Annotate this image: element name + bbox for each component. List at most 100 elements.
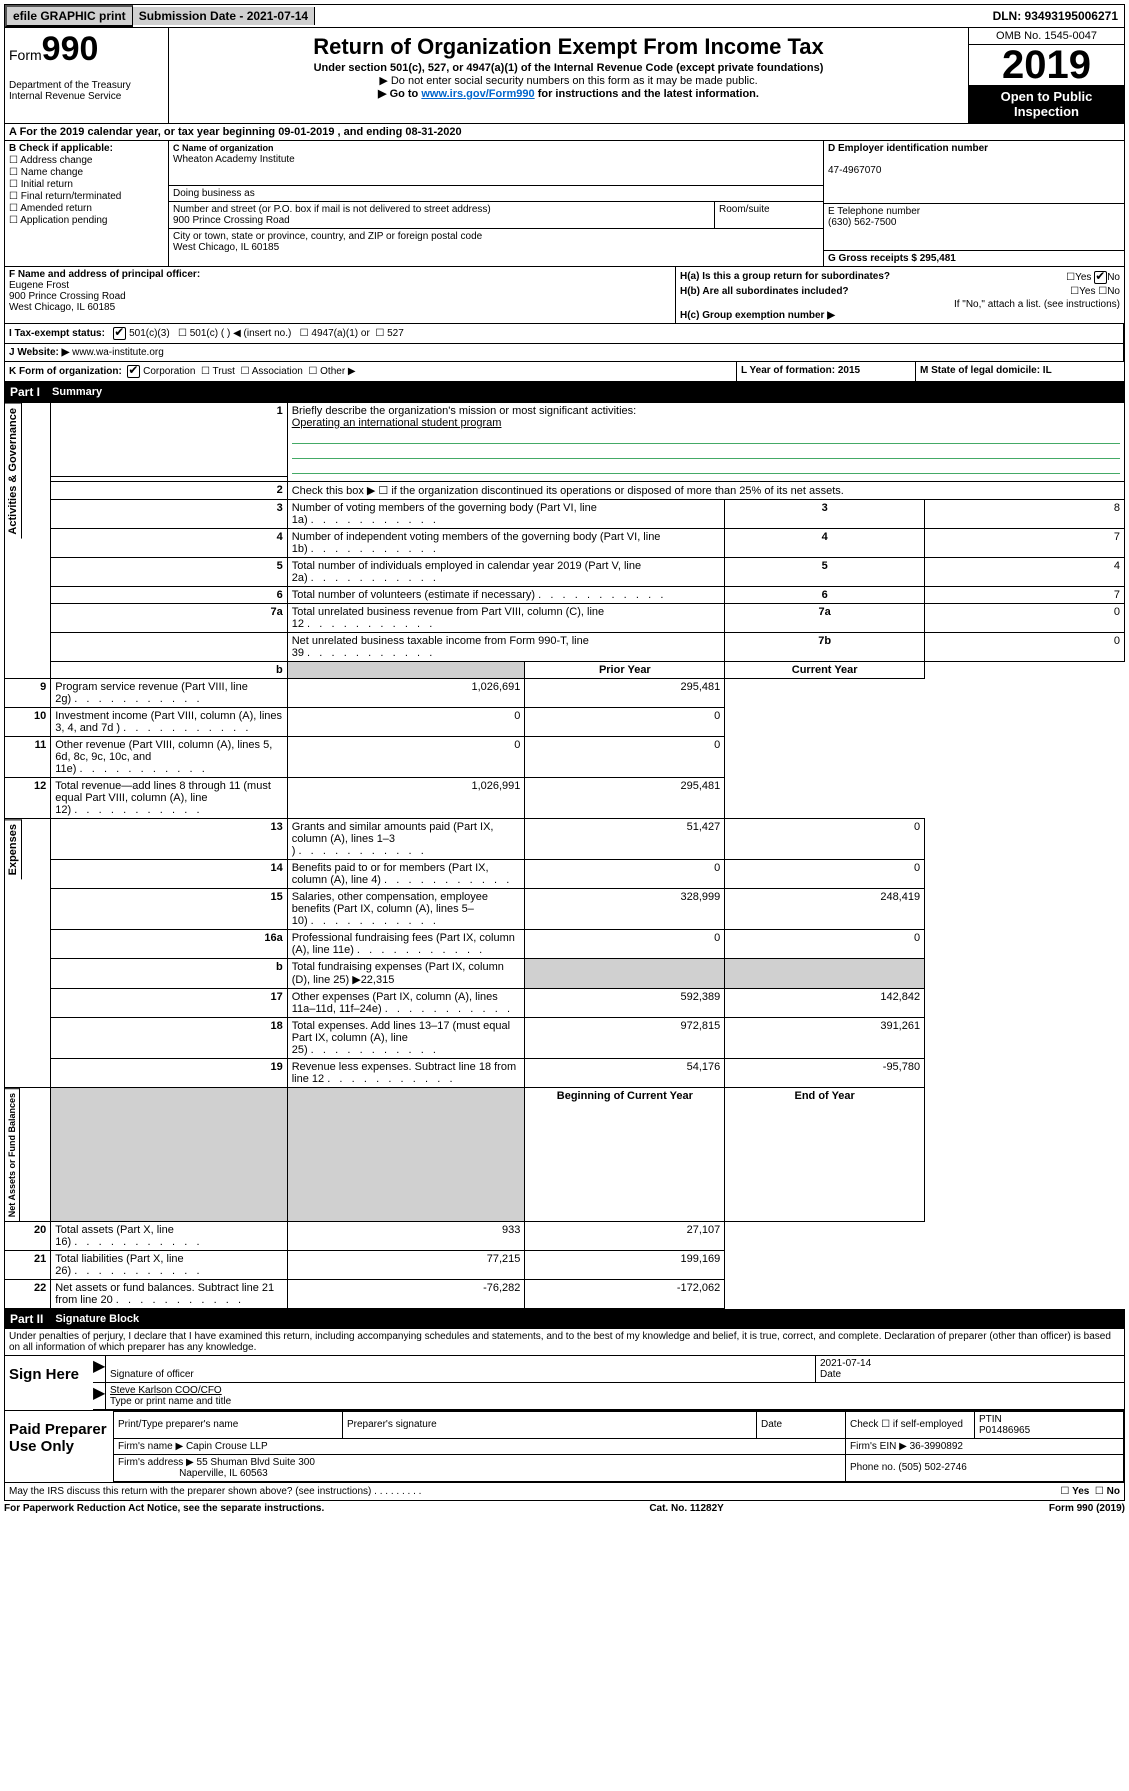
ein-value: 47-4967070 [828,165,881,176]
type-name-label: Type or print name and title [110,1396,231,1407]
q1-label: Briefly describe the organization's miss… [292,405,636,417]
ptin-value: P01486965 [979,1425,1030,1436]
section-j: J Website: ▶ www.wa-institute.org [4,344,1125,362]
officer-addr1: 900 Prince Crossing Road [9,291,126,302]
prep-name-label: Print/Type preparer's name [114,1411,343,1438]
top-bar: efile GRAPHIC print Submission Date - 20… [4,4,1125,28]
discuss-answer[interactable]: ☐ Yes ☐ No [1060,1486,1120,1497]
firm-name-label: Firm's name ▶ [118,1441,183,1452]
j-label: J Website: ▶ [9,347,69,358]
form-title: Return of Organization Exempt From Incom… [173,34,964,60]
part1-label: Part I [10,385,40,399]
opt-assoc: Association [252,366,303,377]
sig-officer-label: Signature of officer [110,1369,194,1380]
sig-date-val: 2021-07-14 [820,1358,871,1369]
section-i: I Tax-exempt status: 501(c)(3) ☐ 501(c) … [4,324,1125,344]
f-label: F Name and address of principal officer: [9,269,200,280]
opt-other: Other ▶ [320,366,355,377]
chk-address-change[interactable]: ☐ Address change [9,155,164,166]
form-subtitle: Under section 501(c), 527, or 4947(a)(1)… [173,62,964,74]
q2-check: Check this box ▶ ☐ if the organization d… [287,481,1124,499]
section-f-h: F Name and address of principal officer:… [4,267,1125,324]
firm-name: Capin Crouse LLP [186,1441,268,1452]
part2-label: Part II [10,1312,43,1326]
officer-typed-name: Steve Karlson COO/CFO [110,1385,222,1396]
hc-label: H(c) Group exemption number ▶ [680,310,1120,321]
irs-label: Internal Revenue Service [9,91,164,102]
col-begin: Beginning of Current Year [525,1087,725,1221]
chk-final-return[interactable]: ☐ Final return/terminated [9,191,164,202]
signature-section: Sign Here ▶ Signature of officer 2021-07… [4,1356,1125,1411]
ptin-label: PTIN [979,1414,1002,1425]
footer-right: Form 990 (2019) [1049,1503,1125,1514]
chk-501c3[interactable] [113,327,126,340]
city-label: City or town, state or province, country… [173,231,482,242]
chk-name-change[interactable]: ☐ Name change [9,167,164,178]
inspection-badge: Open to Public Inspection [969,85,1124,123]
ssn-note: ▶ Do not enter social security numbers o… [173,74,964,87]
footer-left: For Paperwork Reduction Act Notice, see … [4,1503,324,1514]
ha-answer[interactable]: ☐Yes No [1066,271,1120,284]
section-klm: K Form of organization: Corporation ☐ Tr… [4,362,1125,382]
self-emp-check[interactable]: Check ☐ if self-employed [846,1411,975,1438]
side-net: Net Assets or Fund Balances [5,1088,20,1221]
l-year: L Year of formation: 2015 [741,365,860,376]
part1-title: Summary [52,386,102,398]
dba-label: Doing business as [173,188,255,199]
phone-value: (505) 502-2746 [898,1462,966,1473]
website-url: www.wa-institute.org [69,347,163,358]
side-activities: Activities & Governance [5,403,22,539]
part2-title: Signature Block [55,1313,139,1325]
opt-501c: 501(c) ( ) ◀ (insert no.) [190,328,292,339]
city-state-zip: West Chicago, IL 60185 [173,242,279,253]
sig-date-label: Date [820,1369,841,1380]
firm-city: Naperville, IL 60563 [179,1468,268,1479]
paid-preparer-label: Paid Preparer Use Only [5,1411,113,1482]
chk-initial-return[interactable]: ☐ Initial return [9,179,164,190]
ha-label: H(a) Is this a group return for subordin… [680,271,890,284]
room-label: Room/suite [719,204,770,215]
summary-table: Activities & Governance 1 Briefly descri… [4,402,1125,1309]
row-a-tax-period: A For the 2019 calendar year, or tax yea… [4,124,1125,141]
form-header: Form990 Department of the Treasury Inter… [4,28,1125,124]
dept-label: Department of the Treasury [9,80,164,91]
hb-answer[interactable]: ☐Yes ☐No [1070,286,1120,297]
addr-label: Number and street (or P.O. box if mail i… [173,204,491,215]
firm-addr: 55 Shuman Blvd Suite 300 [197,1457,315,1468]
form-label: Form [9,47,42,63]
mission-text: Operating an international student progr… [292,417,502,429]
tel-value: (630) 562-7500 [828,217,896,228]
b-header: B Check if applicable: [9,143,164,154]
opt-501c3: 501(c)(3) [129,328,170,339]
arrow-icon: ▶ [93,1356,105,1382]
tel-label: E Telephone number [828,206,920,217]
footer-cat: Cat. No. 11282Y [649,1503,723,1514]
hb-note: If "No," attach a list. (see instruction… [680,299,1120,310]
firm-ein-label: Firm's EIN ▶ [850,1441,907,1452]
chk-corp[interactable] [127,365,140,378]
phone-label: Phone no. [850,1462,896,1473]
page-footer: For Paperwork Reduction Act Notice, see … [4,1501,1125,1516]
arrow-icon: ▶ [93,1383,105,1409]
m-state: M State of legal domicile: IL [920,365,1052,376]
c-name-label: C Name of organization [173,143,274,153]
street-address: 900 Prince Crossing Road [173,215,290,226]
officer-name: Eugene Frost [9,280,69,291]
k-label: K Form of organization: [9,366,122,377]
form-number: 990 [42,30,99,68]
opt-trust: Trust [213,366,235,377]
submission-date: Submission Date - 2021-07-14 [133,7,315,25]
irs-link[interactable]: www.irs.gov/Form990 [421,88,534,100]
efile-print-button[interactable]: efile GRAPHIC print [5,5,133,27]
part2-header: Part II Signature Block [4,1309,1125,1329]
chk-app-pending[interactable]: ☐ Application pending [9,215,164,226]
col-prior: Prior Year [525,661,725,678]
gross-receipts: G Gross receipts $ 295,481 [828,253,956,264]
chk-amended-return[interactable]: ☐ Amended return [9,203,164,214]
goto-post: for instructions and the latest informat… [535,88,759,100]
section-b-through-g: B Check if applicable: ☐ Address change … [4,141,1125,267]
hb-label: H(b) Are all subordinates included? [680,286,849,297]
dln-number: DLN: 93493195006271 [987,7,1124,25]
discuss-question: May the IRS discuss this return with the… [9,1486,421,1497]
opt-4947: 4947(a)(1) or [311,328,369,339]
